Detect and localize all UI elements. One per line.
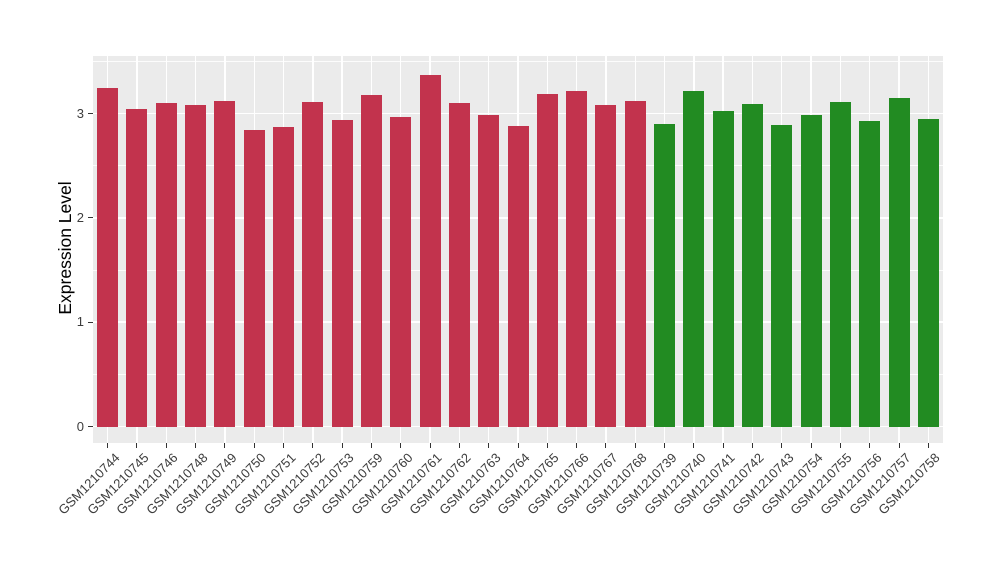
x-tick-mark xyxy=(400,443,402,448)
bar-GSM1210744 xyxy=(97,88,119,427)
bar-GSM1210755 xyxy=(829,102,851,427)
x-tick-mark xyxy=(634,443,636,448)
x-tick-mark xyxy=(165,443,167,448)
bar-GSM1210764 xyxy=(507,126,529,427)
bar-GSM1210758 xyxy=(917,118,939,427)
x-tick-mark xyxy=(839,443,841,448)
bar-GSM1210759 xyxy=(360,94,382,427)
y-tick-mark-0 xyxy=(88,426,93,427)
bar-GSM1210763 xyxy=(478,114,500,427)
bar-GSM1210746 xyxy=(155,103,177,427)
y-tick-mark-3 xyxy=(88,113,93,114)
y-tick-label-3: 3 xyxy=(76,105,84,121)
bar-GSM1210739 xyxy=(654,123,676,427)
y-axis-title: Expression Level xyxy=(55,181,75,315)
x-tick-mark xyxy=(576,443,578,448)
bar-GSM1210745 xyxy=(126,109,148,427)
x-tick-mark xyxy=(927,443,929,448)
x-tick-mark xyxy=(488,443,490,448)
x-tick-mark xyxy=(429,443,431,448)
x-tick-mark xyxy=(605,443,607,448)
x-tick-mark xyxy=(810,443,812,448)
bar-GSM1210749 xyxy=(214,101,236,427)
y-tick-mark-1 xyxy=(88,321,93,323)
bar-GSM1210757 xyxy=(888,97,910,427)
x-tick-mark xyxy=(546,443,548,448)
x-tick-mark xyxy=(722,443,724,448)
plot-panel xyxy=(93,56,943,443)
bar-GSM1210766 xyxy=(566,90,588,427)
x-tick-mark xyxy=(781,443,783,448)
bar-GSM1210752 xyxy=(302,102,324,427)
x-tick-mark xyxy=(751,443,753,448)
x-tick-mark xyxy=(136,443,138,448)
bar-GSM1210756 xyxy=(859,120,881,427)
x-tick-mark xyxy=(458,443,460,448)
bar-GSM1210741 xyxy=(712,111,734,427)
x-tick-mark xyxy=(312,443,314,448)
bar-GSM1210768 xyxy=(624,101,646,427)
bar-GSM1210753 xyxy=(331,119,353,427)
bar-GSM1210743 xyxy=(771,125,793,427)
bar-GSM1210748 xyxy=(185,105,207,427)
bar-GSM1210761 xyxy=(419,74,441,427)
y-tick-label-1: 1 xyxy=(76,314,84,330)
bar-GSM1210754 xyxy=(800,114,822,427)
bar-GSM1210742 xyxy=(741,104,763,427)
x-tick-mark xyxy=(693,443,695,448)
x-tick-mark xyxy=(517,443,519,448)
x-tick-mark xyxy=(253,443,255,448)
bar-GSM1210740 xyxy=(683,90,705,427)
x-tick-mark xyxy=(341,443,343,448)
x-tick-mark xyxy=(898,443,900,448)
x-tick-mark xyxy=(107,443,109,448)
y-tick-label-2: 2 xyxy=(76,209,84,225)
x-tick-mark xyxy=(224,443,226,448)
y-tick-mark-2 xyxy=(88,217,93,219)
x-tick-mark xyxy=(195,443,197,448)
x-tick-mark xyxy=(664,443,666,448)
x-tick-mark xyxy=(370,443,372,448)
bar-GSM1210767 xyxy=(595,105,617,427)
bar-GSM1210765 xyxy=(536,93,558,427)
bar-GSM1210760 xyxy=(390,116,412,427)
x-tick-mark xyxy=(869,443,871,448)
x-tick-mark xyxy=(283,443,285,448)
bar-GSM1210762 xyxy=(448,103,470,427)
bar-GSM1210750 xyxy=(243,130,265,427)
y-tick-label-0: 0 xyxy=(76,418,84,434)
bar-GSM1210751 xyxy=(273,127,295,427)
